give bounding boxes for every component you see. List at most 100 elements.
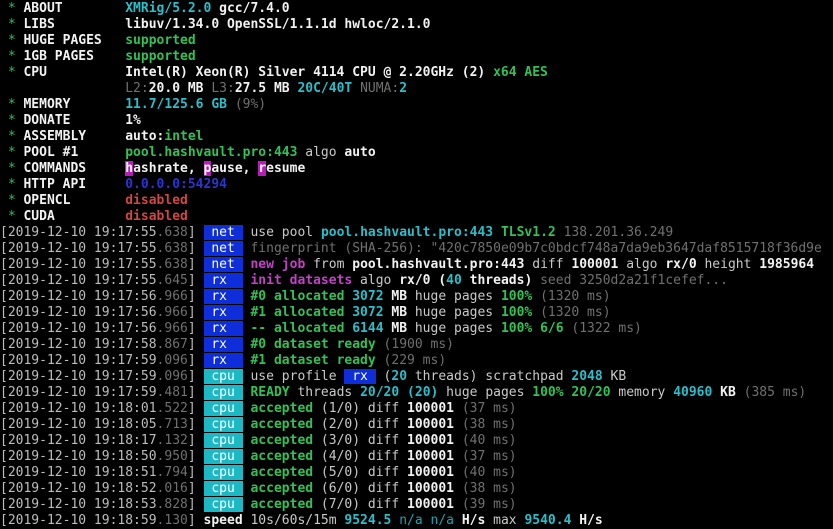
log-timestamp: [2019-12-10 19:17:59 (0, 385, 157, 400)
log-timestamp-ms: .638 (156, 257, 188, 272)
log-timestamp-close: ] (187, 513, 204, 528)
text-segment: (39 ms) (454, 497, 517, 512)
badge-cpu: cpu (203, 449, 243, 464)
log-timestamp-close: ] (187, 385, 204, 400)
text-segment: diff (524, 257, 572, 272)
text-segment: L3: (211, 81, 235, 96)
badge-net: net (203, 257, 243, 272)
text-segment: from (305, 257, 353, 272)
config-label: HTTP API (23, 177, 126, 192)
text-segment: 2048 (571, 369, 603, 384)
badge-cpu: cpu (203, 465, 243, 480)
log-timestamp-ms: .096 (156, 369, 188, 384)
badge-cpu: cpu (203, 497, 243, 512)
text-segment: libuv/1.34.0 OpenSSL/1.1.1d hwloc/2.1.0 (125, 17, 431, 32)
text-segment: 20.0 MB (148, 81, 212, 96)
text-segment: accepted (250, 449, 314, 464)
text-segment: max (485, 513, 525, 528)
config-label: POOL #1 (23, 145, 126, 160)
log-line-1: [2019-12-10 19:17:55.638] net use pool p… (0, 225, 833, 241)
text-segment: KB (602, 369, 627, 384)
config-label: OPENCL (23, 193, 126, 208)
text-segment: 3072 (352, 289, 392, 304)
text-segment: accepted (250, 465, 314, 480)
text-segment: 1% (125, 113, 141, 128)
text-segment: (37 ms) (454, 449, 517, 464)
log-line-5: [2019-12-10 19:17:56.966] rx #0 allocate… (0, 289, 833, 305)
text-segment: huge pages (407, 321, 501, 336)
text-segment: (9%) (234, 97, 267, 112)
badge-rx: rx (203, 337, 243, 352)
log-timestamp-close: ] (187, 337, 204, 352)
text-segment: (1320 ms) (532, 305, 611, 320)
log-timestamp: [2019-12-10 19:18:53 (0, 497, 157, 512)
text-segment: huge pages (407, 305, 501, 320)
log-timestamp-close: ] (187, 289, 204, 304)
text-segment: algo (352, 273, 400, 288)
log-timestamp: [2019-12-10 19:17:56 (0, 321, 157, 336)
text-segment: fingerprint (SHA-256): "420c7850e09b7c0b… (250, 241, 822, 256)
log-timestamp-ms: .638 (156, 225, 188, 240)
text-segment: huge pages (438, 385, 533, 400)
log-timestamp-close: ] (187, 305, 204, 320)
config-row-opencl: * OPENCL disabled (0, 193, 833, 209)
log-timestamp-close: ] (187, 417, 204, 432)
text-segment: accepted (250, 401, 314, 416)
badge-cpu: cpu (203, 417, 243, 432)
log-timestamp: [2019-12-10 19:17:59 (0, 353, 157, 368)
log-timestamp-ms: .966 (156, 289, 188, 304)
text-segment: rx/0 (665, 257, 697, 272)
text-segment: (38 ms) (454, 417, 517, 432)
config-row-http-api: * HTTP API 0.0.0.0:54294 (0, 177, 833, 193)
text-segment: MB (391, 289, 408, 304)
log-timestamp-ms: .016 (156, 481, 188, 496)
log-timestamp: [2019-12-10 19:18:17 (0, 433, 157, 448)
badge-rx: rx (203, 305, 243, 320)
text-segment: accepted (250, 433, 314, 448)
text-segment: (38 ms) (454, 481, 517, 496)
log-timestamp-ms: .794 (156, 465, 188, 480)
config-row-assembly: * ASSEMBLY auto:intel (0, 129, 833, 145)
log-line-9: [2019-12-10 19:17:59.096] rx #1 dataset … (0, 353, 833, 369)
bullet-star-icon: * (0, 49, 24, 64)
text-segment: use pool (250, 225, 321, 240)
text-segment: intel (164, 129, 204, 144)
text-segment: ( (375, 369, 392, 384)
text-segment: (385 ms) (735, 385, 807, 400)
text-segment: threads) (461, 273, 533, 288)
text-segment: 27.5 MB (234, 81, 298, 96)
text-segment: Intel(R) Xeon(R) Silver 4114 CPU @ 2.20G… (125, 65, 494, 80)
log-timestamp-close: ] (187, 273, 204, 288)
bullet-star-icon: * (0, 177, 24, 192)
config-row-cpu-topology: L2:20.0 MB L3:27.5 MB 20C/40T NUMA:2 (0, 81, 833, 97)
text-segment: init datasets (250, 273, 353, 288)
badge-cpu: cpu (203, 401, 243, 416)
badge-net: net (203, 241, 243, 256)
text-segment: 100% 6/6 (500, 321, 564, 336)
log-line-15: [2019-12-10 19:18:50.950] cpu accepted (… (0, 449, 833, 465)
text-segment: auto (344, 145, 376, 160)
log-timestamp-close: ] (187, 241, 204, 256)
config-row-libs: * LIBS libuv/1.34.0 OpenSSL/1.1.1d hwloc… (0, 17, 833, 33)
text-segment: h (125, 161, 134, 176)
log-timestamp: [2019-12-10 19:17:55 (0, 241, 157, 256)
text-segment: (6/0) diff (313, 481, 408, 496)
text-segment: ause, (211, 161, 259, 176)
bullet-star-icon: * (0, 1, 24, 16)
text-segment: 10s/60s/15m (250, 513, 345, 528)
bullet-star-icon: * (0, 193, 24, 208)
log-line-2: [2019-12-10 19:17:55.638] net fingerprin… (0, 241, 833, 257)
text-segment: 20 (391, 369, 408, 384)
text-segment: x64 AES (493, 65, 548, 80)
text-segment: 20/20 (20) (360, 385, 439, 400)
text-segment: 100001 (407, 449, 454, 464)
text-segment: supported (125, 49, 196, 64)
log-timestamp-ms: .966 (156, 321, 188, 336)
text-segment: 1985964 (759, 257, 815, 272)
text-segment: 100001 (407, 401, 454, 416)
text-segment: n/a n/a (399, 513, 462, 528)
text-segment: (40 ms) (454, 433, 517, 448)
profile-badge: rx (344, 369, 376, 384)
text-segment: 100001 (407, 497, 454, 512)
